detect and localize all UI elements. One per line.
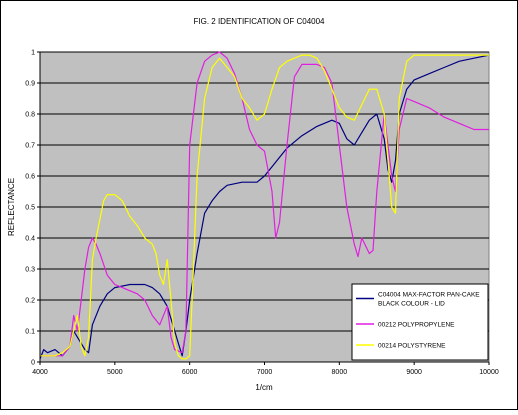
y-tick-label: 0.7 — [25, 143, 35, 150]
x-tick-label: 8000 — [332, 369, 348, 376]
y-tick-label: 1 — [31, 50, 35, 57]
legend: C04004 MAX-FACTOR PAN-CAKE BLACK COLOUR -… — [351, 283, 489, 361]
y-axis-ticks: 0 0.1 0.2 0.3 0.4 0.5 0.6 0.7 0.8 0.9 1 — [25, 50, 40, 367]
y-tick-label: 0.1 — [25, 329, 35, 336]
y-axis-label: REFLECTANCE — [7, 178, 16, 236]
legend-label-2: 00212 POLYPROPYLENE — [378, 322, 455, 329]
y-tick-label: 0.9 — [25, 81, 35, 88]
y-tick-label: 0.6 — [25, 174, 35, 181]
legend-box — [351, 283, 489, 361]
series-layer — [39, 51, 490, 360]
x-axis-ticks: 4000 5000 6000 7000 8000 9000 10000 — [32, 362, 499, 376]
y-tick-label: 0.5 — [25, 205, 35, 212]
y-tick-label: 0.8 — [25, 112, 35, 119]
chart-title: FIG. 2 IDENTIFICATION OF C04004 — [194, 17, 326, 26]
x-tick-label: 6000 — [182, 369, 198, 376]
x-tick-label: 4000 — [32, 369, 48, 376]
x-tick-label: 5000 — [107, 369, 123, 376]
x-tick-label: 9000 — [406, 369, 422, 376]
legend-label-3: 00214 POLYSTYRENE — [378, 343, 446, 350]
series-line-3 — [40, 54, 489, 360]
x-tick-label: 10000 — [479, 369, 499, 376]
y-tick-label: 0.4 — [25, 236, 35, 243]
y-tick-label: 0.2 — [25, 298, 35, 305]
y-tick-label: 0.3 — [25, 267, 35, 274]
y-tick-label: 0 — [31, 360, 35, 367]
legend-label-1: C04004 MAX-FACTOR PAN-CAKE BLACK COLOUR -… — [378, 292, 480, 308]
x-tick-label: 7000 — [257, 369, 273, 376]
x-axis-label: 1/cm — [255, 383, 273, 392]
grid-lines — [40, 51, 489, 332]
